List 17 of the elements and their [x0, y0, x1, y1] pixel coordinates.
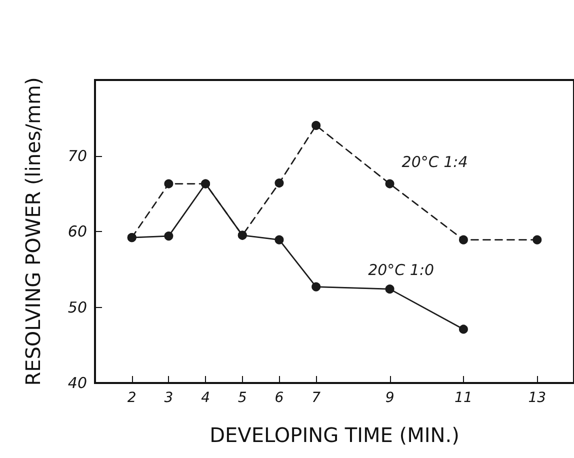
x-tick-label: 6	[274, 390, 284, 406]
x-tick-label: 5	[238, 390, 247, 406]
y-tick-label: 50	[68, 298, 87, 316]
y-tick-label: 60	[68, 222, 87, 240]
y-tick-label: 40	[68, 374, 87, 392]
x-tick-label: 11	[454, 390, 472, 406]
x-tick-label: 4	[201, 390, 210, 406]
x-tick-label: 9	[385, 390, 394, 406]
y-tick-label: 70	[68, 146, 87, 165]
x-tick-label: 2	[127, 390, 136, 406]
x-tick-label: 7	[312, 390, 321, 406]
x-axis-title: DEVELOPING TIME (MIN.)	[210, 423, 460, 447]
series-label: 20°C 1:0	[368, 260, 434, 279]
x-tick-label: 3	[164, 390, 174, 406]
series-label: 20°C 1:4	[402, 152, 468, 171]
x-tick-label: 13	[528, 390, 546, 406]
y-axis-title: RESOLVING POWER (lines/mm)	[21, 77, 45, 386]
